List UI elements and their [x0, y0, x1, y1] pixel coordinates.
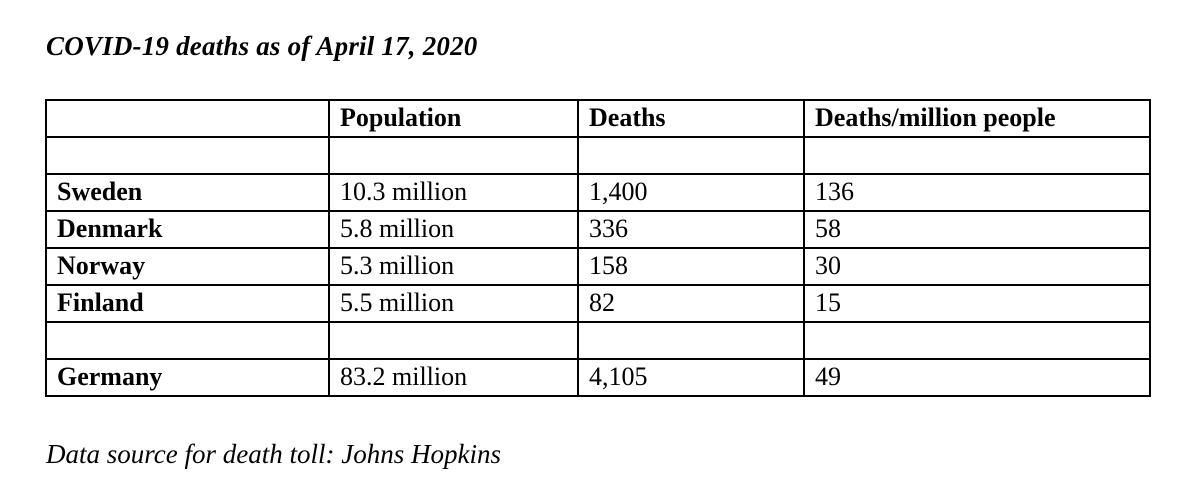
- cell-deaths-per-million: 15: [803, 284, 1151, 324]
- cell-deaths: 158: [577, 247, 805, 287]
- cell-country: Sweden: [45, 173, 330, 213]
- header-country: [45, 99, 330, 139]
- header-population: Population: [328, 99, 579, 139]
- table-row-sweden: Sweden 10.3 million 1,400 136: [45, 173, 1151, 213]
- cell-deaths: 4,105: [577, 358, 805, 398]
- cell-country: Finland: [45, 284, 330, 324]
- cell-population: 83.2 million: [328, 358, 579, 398]
- cell-country: Norway: [45, 247, 330, 287]
- cell-country: [45, 321, 330, 361]
- cell-deaths: 336: [577, 210, 805, 250]
- cell-deaths-per-million: 58: [803, 210, 1151, 250]
- cell-deaths: [577, 136, 805, 176]
- cell-country: Denmark: [45, 210, 330, 250]
- cell-deaths: [577, 321, 805, 361]
- cell-deaths-per-million: 49: [803, 358, 1151, 398]
- cell-deaths: 1,400: [577, 173, 805, 213]
- cell-country: Germany: [45, 358, 330, 398]
- table-row-finland: Finland 5.5 million 82 15: [45, 284, 1151, 324]
- cell-deaths-per-million: 30: [803, 247, 1151, 287]
- cell-population: [328, 136, 579, 176]
- cell-deaths: 82: [577, 284, 805, 324]
- covid-deaths-table: Population Deaths Deaths/million people …: [45, 99, 1151, 398]
- table-row-norway: Norway 5.3 million 158 30: [45, 247, 1151, 287]
- cell-country: [45, 136, 330, 176]
- cell-population: 5.3 million: [328, 247, 579, 287]
- cell-population: 5.8 million: [328, 210, 579, 250]
- table-row-denmark: Denmark 5.8 million 336 58: [45, 210, 1151, 250]
- table-row-spacer-top: [45, 136, 1151, 176]
- table-header-row: Population Deaths Deaths/million people: [45, 99, 1151, 139]
- data-source-note: Data source for death toll: Johns Hopkin…: [46, 439, 501, 470]
- cell-population: 10.3 million: [328, 173, 579, 213]
- document-page: COVID-19 deaths as of April 17, 2020 Pop…: [45, 31, 1151, 470]
- cell-deaths-per-million: 136: [803, 173, 1151, 213]
- header-deaths: Deaths: [577, 99, 805, 139]
- table-row-germany: Germany 83.2 million 4,105 49: [45, 358, 1151, 398]
- cell-deaths-per-million: [803, 136, 1151, 176]
- cell-population: [328, 321, 579, 361]
- header-deaths-per-million: Deaths/million people: [803, 99, 1151, 139]
- cell-population: 5.5 million: [328, 284, 579, 324]
- table-row-spacer-middle: [45, 321, 1151, 361]
- cell-deaths-per-million: [803, 321, 1151, 361]
- page-title: COVID-19 deaths as of April 17, 2020: [46, 31, 478, 61]
